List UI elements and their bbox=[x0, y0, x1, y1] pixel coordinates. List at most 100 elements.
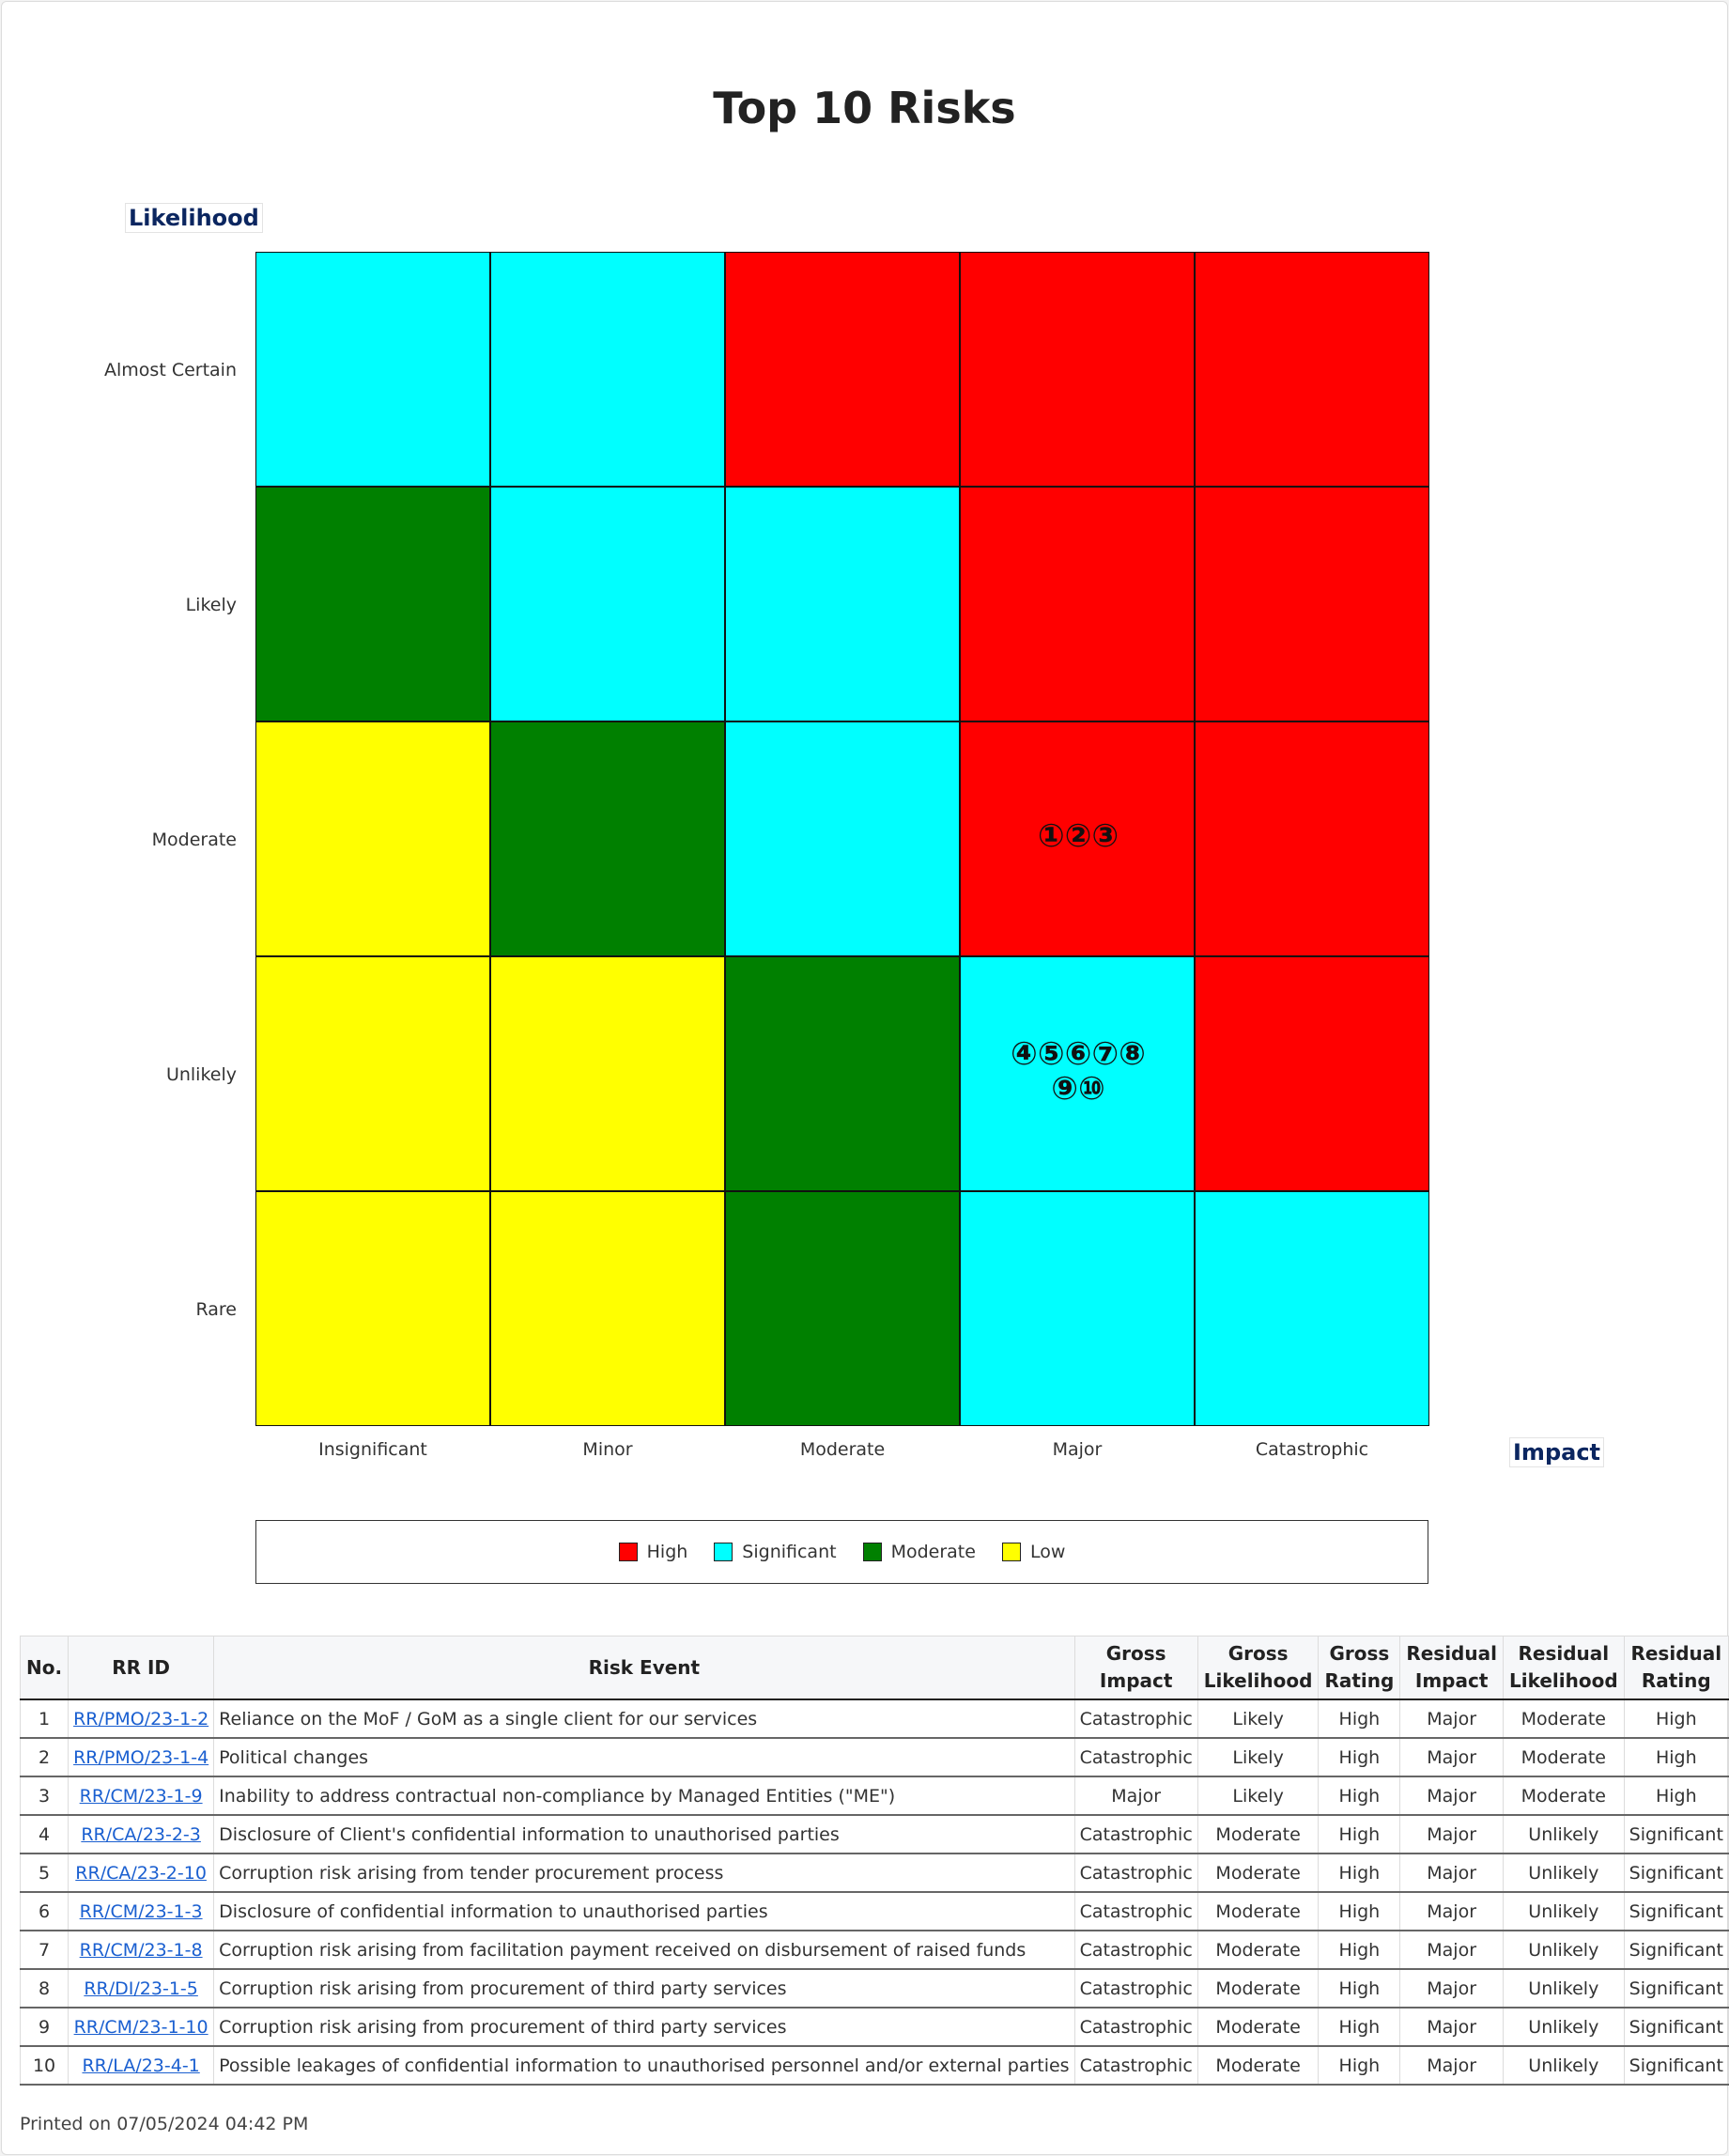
row-no: 7 bbox=[19, 1930, 69, 1970]
page-title: Top 10 Risks bbox=[713, 83, 1016, 133]
cell-likely-insignificant[interactable] bbox=[255, 487, 490, 721]
rr-id-link[interactable]: RR/CM/23-1-9 bbox=[79, 1785, 203, 1807]
row-gross-likelihood: Moderate bbox=[1196, 1930, 1320, 1970]
row-rr-id: RR/CA/23-2-3 bbox=[68, 1814, 215, 1854]
rr-id-link[interactable]: RR/DI/23-1-5 bbox=[84, 1978, 198, 1999]
row-gross-likelihood: Moderate bbox=[1196, 1853, 1320, 1893]
row-gross-impact: Catastrophic bbox=[1073, 1698, 1198, 1739]
cell-rare-moderate[interactable] bbox=[725, 1191, 960, 1426]
cell-almost-certain-insignificant[interactable] bbox=[255, 252, 490, 487]
row-no: 4 bbox=[19, 1814, 69, 1854]
rr-id-link[interactable]: RR/LA/23-4-1 bbox=[82, 2055, 200, 2076]
risk-markers-9-10[interactable]: ⑨⑩ bbox=[1051, 1070, 1105, 1108]
row-residual-likelihood: Unlikely bbox=[1502, 2045, 1625, 2086]
risk-markers-4-8[interactable]: ④⑤⑥⑦⑧ bbox=[1011, 1035, 1146, 1073]
legend-item-moderate[interactable]: Moderate bbox=[862, 1542, 976, 1562]
header-line: Residual bbox=[1518, 1642, 1610, 1665]
row-gross-impact: Catastrophic bbox=[1073, 1930, 1198, 1970]
cell-unlikely-major[interactable]: ④⑤⑥⑦⑧ ⑨⑩ bbox=[960, 956, 1195, 1191]
header-gross-rating[interactable]: Gross Rating bbox=[1318, 1636, 1401, 1700]
y-label-likely: Likely bbox=[185, 595, 237, 615]
row-risk-event: Disclosure of Client's confidential info… bbox=[213, 1814, 1075, 1854]
rr-id-link[interactable]: RR/CM/23-1-3 bbox=[79, 1900, 203, 1922]
cell-unlikely-moderate[interactable] bbox=[725, 956, 960, 1191]
y-label-rare: Rare bbox=[195, 1299, 237, 1320]
row-residual-impact: Major bbox=[1399, 1814, 1504, 1854]
header-residual-impact[interactable]: Residual Impact bbox=[1399, 1636, 1504, 1700]
row-residual-rating: Significant bbox=[1623, 2007, 1729, 2047]
cell-moderate-major[interactable]: ①②③ bbox=[960, 721, 1195, 956]
cell-almost-certain-minor[interactable] bbox=[490, 252, 725, 487]
table-row: 1 RR/PMO/23-1-2 Reliance on the MoF / Go… bbox=[19, 1698, 1729, 1739]
row-residual-impact: Major bbox=[1399, 2045, 1504, 2086]
row-rr-id: RR/PMO/23-1-4 bbox=[68, 1737, 215, 1777]
y-label-almost-certain: Almost Certain bbox=[104, 360, 237, 380]
rr-id-link[interactable]: RR/CA/23-2-3 bbox=[81, 1823, 201, 1845]
row-residual-impact: Major bbox=[1399, 1776, 1504, 1816]
row-risk-event: Corruption risk arising from facilitatio… bbox=[213, 1930, 1075, 1970]
cell-rare-insignificant[interactable] bbox=[255, 1191, 490, 1426]
legend-swatch-low bbox=[1001, 1543, 1021, 1561]
cell-rare-catastrophic[interactable] bbox=[1195, 1191, 1429, 1426]
risk-markers-1-3[interactable]: ①②③ bbox=[1037, 817, 1119, 855]
row-gross-impact: Catastrophic bbox=[1073, 1891, 1198, 1931]
cell-likely-major[interactable] bbox=[960, 487, 1195, 721]
row-rr-id: RR/PMO/23-1-2 bbox=[68, 1698, 215, 1739]
header-line: Impact bbox=[1099, 1669, 1173, 1692]
row-residual-impact: Major bbox=[1399, 1968, 1504, 2009]
cell-almost-certain-major[interactable] bbox=[960, 252, 1195, 487]
rr-id-link[interactable]: RR/PMO/23-1-2 bbox=[73, 1708, 209, 1729]
cell-almost-certain-moderate[interactable] bbox=[725, 252, 960, 487]
header-line: Impact bbox=[1414, 1669, 1489, 1692]
row-risk-event: Reliance on the MoF / GoM as a single cl… bbox=[213, 1698, 1075, 1739]
cell-unlikely-catastrophic[interactable] bbox=[1195, 956, 1429, 1191]
rr-id-link[interactable]: RR/PMO/23-1-4 bbox=[73, 1746, 209, 1768]
header-no[interactable]: No. bbox=[19, 1636, 69, 1700]
row-gross-likelihood: Likely bbox=[1196, 1776, 1320, 1816]
cell-unlikely-minor[interactable] bbox=[490, 956, 725, 1191]
row-gross-likelihood: Likely bbox=[1196, 1698, 1320, 1739]
row-risk-event: Corruption risk arising from procurement… bbox=[213, 2007, 1075, 2047]
header-line: Residual bbox=[1406, 1642, 1497, 1665]
header-risk-event[interactable]: Risk Event bbox=[213, 1636, 1075, 1700]
row-rr-id: RR/CM/23-1-3 bbox=[68, 1891, 215, 1931]
cell-rare-major[interactable] bbox=[960, 1191, 1195, 1426]
cell-rare-minor[interactable] bbox=[490, 1191, 725, 1426]
row-rr-id: RR/LA/23-4-1 bbox=[68, 2045, 215, 2086]
cell-likely-minor[interactable] bbox=[490, 487, 725, 721]
row-gross-likelihood: Moderate bbox=[1196, 1814, 1320, 1854]
cell-likely-moderate[interactable] bbox=[725, 487, 960, 721]
legend-item-significant[interactable]: Significant bbox=[714, 1542, 837, 1562]
y-axis-title: Likelihood bbox=[125, 203, 263, 233]
header-rr-id[interactable]: RR ID bbox=[68, 1636, 215, 1700]
row-gross-rating: High bbox=[1318, 1930, 1401, 1970]
x-label-major: Major bbox=[1052, 1439, 1103, 1460]
row-residual-rating: Significant bbox=[1623, 2045, 1729, 2086]
header-gross-likelihood[interactable]: Gross Likelihood bbox=[1196, 1636, 1320, 1700]
row-residual-rating: Significant bbox=[1623, 1853, 1729, 1893]
row-risk-event: Corruption risk arising from tender proc… bbox=[213, 1853, 1075, 1893]
row-gross-rating: High bbox=[1318, 2007, 1401, 2047]
header-line: Gross bbox=[1329, 1642, 1390, 1665]
cell-moderate-insignificant[interactable] bbox=[255, 721, 490, 956]
cell-almost-certain-catastrophic[interactable] bbox=[1195, 252, 1429, 487]
header-residual-likelihood[interactable]: Residual Likelihood bbox=[1502, 1636, 1625, 1700]
row-residual-likelihood: Unlikely bbox=[1502, 1814, 1625, 1854]
table-row: 6 RR/CM/23-1-3 Disclosure of confidentia… bbox=[19, 1891, 1729, 1931]
rr-id-link[interactable]: RR/CM/23-1-8 bbox=[79, 1939, 203, 1961]
cell-unlikely-insignificant[interactable] bbox=[255, 956, 490, 1191]
row-gross-rating: High bbox=[1318, 1968, 1401, 2009]
x-label-moderate: Moderate bbox=[799, 1439, 886, 1460]
rr-id-link[interactable]: RR/CM/23-1-10 bbox=[73, 2016, 208, 2038]
cell-moderate-minor[interactable] bbox=[490, 721, 725, 956]
cell-likely-catastrophic[interactable] bbox=[1195, 487, 1429, 721]
rr-id-link[interactable]: RR/CA/23-2-10 bbox=[75, 1862, 207, 1884]
cell-moderate-moderate[interactable] bbox=[725, 721, 960, 956]
header-residual-rating[interactable]: Residual Rating bbox=[1623, 1636, 1729, 1700]
row-gross-rating: High bbox=[1318, 1853, 1401, 1893]
legend-item-low[interactable]: Low bbox=[1001, 1542, 1065, 1562]
header-gross-impact[interactable]: Gross Impact bbox=[1073, 1636, 1198, 1700]
legend-item-high[interactable]: High bbox=[618, 1542, 687, 1562]
cell-moderate-catastrophic[interactable] bbox=[1195, 721, 1429, 956]
row-rr-id: RR/CM/23-1-8 bbox=[68, 1930, 215, 1970]
